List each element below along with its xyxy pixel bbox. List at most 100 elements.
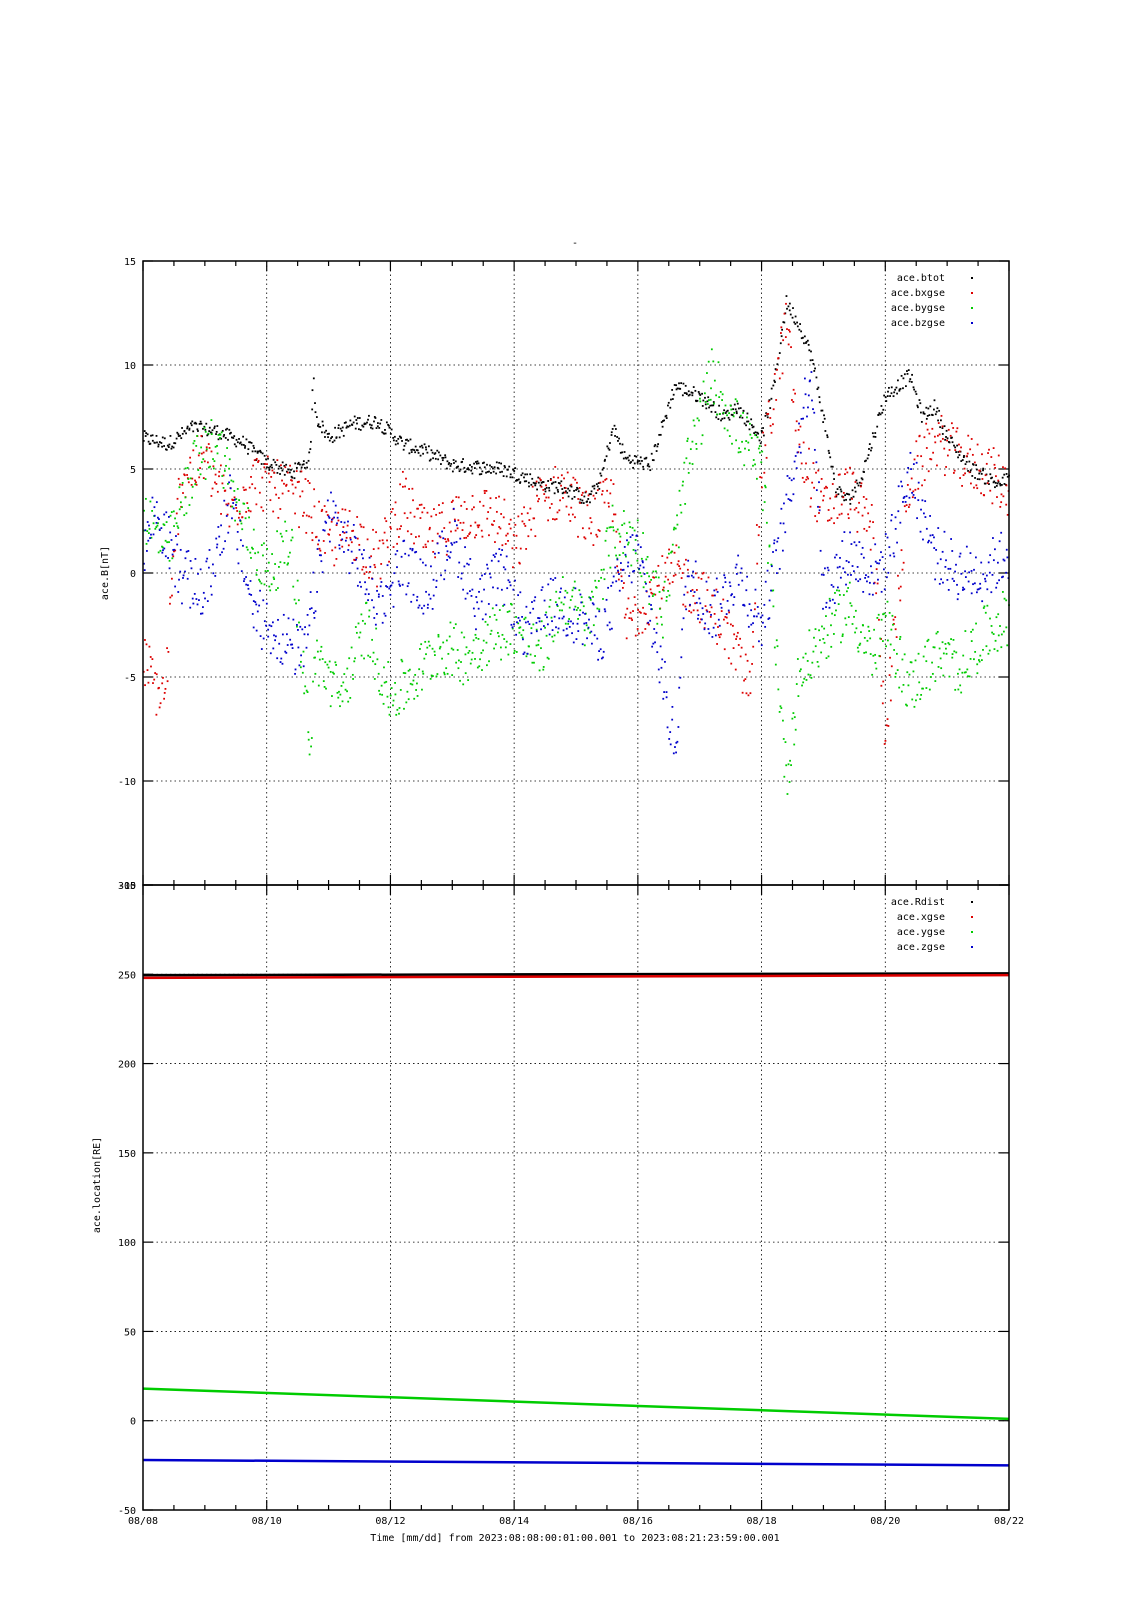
data-point <box>939 440 942 443</box>
data-point <box>792 493 795 496</box>
data-point <box>433 650 436 653</box>
data-point <box>200 435 203 437</box>
data-point <box>842 496 845 499</box>
data-point <box>567 495 570 498</box>
data-point <box>381 621 384 624</box>
data-point <box>423 507 426 509</box>
legend-marker <box>971 946 973 948</box>
data-point <box>187 481 190 484</box>
data-point <box>386 586 389 588</box>
data-point <box>836 586 839 589</box>
data-point <box>207 566 210 569</box>
data-point <box>279 661 282 663</box>
data-point <box>208 466 210 469</box>
data-point <box>403 707 405 710</box>
data-point <box>848 581 851 584</box>
data-point <box>191 477 194 480</box>
data-point <box>222 474 225 477</box>
data-point <box>519 591 522 594</box>
data-point <box>288 471 291 474</box>
data-point <box>189 461 192 464</box>
data-point <box>463 537 466 539</box>
data-point <box>244 445 247 447</box>
data-point <box>890 392 893 395</box>
data-point <box>801 684 803 687</box>
data-point <box>551 482 554 485</box>
data-point <box>670 561 673 564</box>
data-point <box>147 539 150 542</box>
data-point <box>310 607 313 610</box>
data-point <box>488 534 490 537</box>
data-point <box>325 521 328 524</box>
data-point <box>807 673 810 676</box>
data-point <box>826 436 829 439</box>
data-point <box>748 603 751 606</box>
data-point <box>997 613 1000 616</box>
data-point <box>653 576 656 579</box>
data-point <box>242 435 245 438</box>
data-point <box>634 634 637 637</box>
data-point <box>258 578 260 581</box>
data-point <box>745 440 748 442</box>
data-point <box>802 681 805 684</box>
data-point <box>552 579 555 581</box>
data-point <box>407 698 410 701</box>
data-point <box>580 501 583 504</box>
data-point <box>826 434 829 437</box>
data-point <box>926 428 929 431</box>
data-point <box>622 510 625 512</box>
data-point <box>465 536 468 539</box>
data-point <box>326 433 329 435</box>
data-point <box>666 726 669 729</box>
data-point <box>146 530 149 532</box>
data-point <box>867 512 870 515</box>
data-point <box>733 403 736 406</box>
data-point <box>260 451 262 454</box>
data-point <box>243 489 246 491</box>
data-point <box>886 639 889 642</box>
data-point <box>839 556 841 559</box>
data-point <box>367 418 369 421</box>
data-point <box>417 507 419 510</box>
data-point <box>338 547 341 550</box>
data-point <box>628 575 631 577</box>
data-point <box>348 510 351 512</box>
data-point <box>567 622 570 625</box>
data-point <box>248 441 251 444</box>
data-point <box>744 447 746 450</box>
data-point <box>320 510 323 513</box>
data-point <box>558 617 561 620</box>
data-point <box>992 559 995 562</box>
data-point <box>242 444 245 446</box>
data-point <box>257 459 260 462</box>
data-point <box>247 452 249 455</box>
data-point <box>202 606 204 609</box>
data-point <box>805 679 808 681</box>
data-point <box>776 572 778 575</box>
data-point <box>889 643 892 646</box>
data-point <box>210 495 213 497</box>
data-point <box>612 526 614 529</box>
data-point <box>933 536 935 539</box>
data-point <box>396 708 399 711</box>
data-point <box>952 638 955 641</box>
data-point <box>299 666 302 669</box>
data-point <box>913 388 916 391</box>
data-point <box>861 514 864 517</box>
data-point <box>834 491 837 494</box>
data-point <box>810 371 813 373</box>
y-tick-label: -5 <box>124 673 136 684</box>
data-point <box>475 462 478 465</box>
data-point <box>373 416 376 418</box>
data-point <box>622 568 625 571</box>
data-point <box>767 413 770 415</box>
data-point <box>360 613 363 616</box>
data-point <box>309 440 312 443</box>
data-point <box>331 518 333 521</box>
data-point <box>157 522 159 525</box>
data-point <box>718 636 721 639</box>
data-point <box>540 628 542 631</box>
data-point <box>772 384 775 387</box>
data-point <box>612 575 615 578</box>
data-point <box>182 577 184 579</box>
